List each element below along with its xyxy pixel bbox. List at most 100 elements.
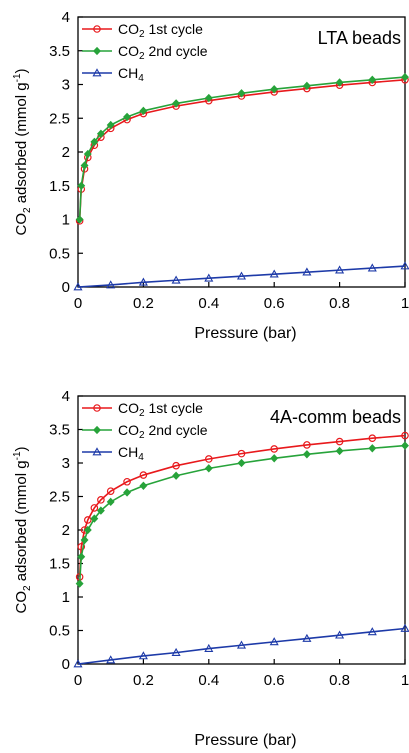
data-point xyxy=(204,273,214,282)
data-point xyxy=(75,215,84,224)
data-point xyxy=(75,579,84,588)
series-1 xyxy=(75,431,409,581)
y-tick-label: 3 xyxy=(62,77,70,94)
x-tick-label: 1 xyxy=(401,295,409,312)
data-point xyxy=(335,630,345,639)
y-tick-label: 1.5 xyxy=(49,178,70,195)
data-point xyxy=(205,455,213,463)
data-point xyxy=(123,112,132,122)
legend: CO2 1st cycle CO2 2nd cycle CH4 xyxy=(82,400,208,463)
series-line xyxy=(78,76,406,220)
data-point xyxy=(106,497,115,507)
x-tick-label: 0 xyxy=(74,672,82,689)
data-point xyxy=(270,454,279,463)
series-line xyxy=(78,78,406,221)
data-point xyxy=(83,525,92,535)
legend-marker xyxy=(93,404,101,412)
data-point xyxy=(367,263,377,272)
x-tick-label: 0.4 xyxy=(198,295,219,312)
chart-annotation: 4A-comm beads xyxy=(270,407,401,427)
x-tick-label: 0.2 xyxy=(133,672,154,689)
data-point xyxy=(171,647,181,656)
y-tick-label: 2 xyxy=(62,522,70,539)
data-point xyxy=(367,627,377,636)
x-tick-label: 0.4 xyxy=(198,672,219,689)
series-1 xyxy=(75,75,409,225)
data-point xyxy=(106,120,115,130)
y-tick-label: 2.5 xyxy=(49,110,70,127)
data-point xyxy=(138,277,148,286)
data-point xyxy=(269,637,279,646)
data-point xyxy=(335,446,344,456)
data-point xyxy=(171,275,181,284)
series-2 xyxy=(75,441,409,588)
y-tick-label: 0.5 xyxy=(49,245,70,262)
series-line xyxy=(77,627,406,665)
y-tick-label: 2.5 xyxy=(49,489,70,506)
data-point xyxy=(335,78,344,87)
data-point xyxy=(335,437,344,446)
data-point xyxy=(401,431,409,440)
data-point xyxy=(90,514,99,523)
y-tick-label: 0 xyxy=(62,279,70,296)
data-point xyxy=(237,89,246,98)
legend-label: CO2 2nd cycle xyxy=(118,422,208,441)
data-point xyxy=(368,75,377,84)
chart-2: 0 0.5 1 1.5 2 2.5 3 3.5 4 0 0.2 0.4 0.6 0.8 1 Pressure … xyxy=(12,388,409,749)
data-point xyxy=(302,81,311,91)
x-tick-label: 0.6 xyxy=(264,295,285,312)
series-3 xyxy=(73,623,409,668)
y-tick-label: 0.5 xyxy=(49,623,70,640)
data-point xyxy=(172,471,181,480)
data-point xyxy=(84,516,92,524)
legend-marker xyxy=(93,425,101,435)
legend: CO2 1st cycle CO2 2nd cycle CH4 xyxy=(82,21,208,84)
x-tick-label: 0.6 xyxy=(264,672,285,689)
data-point xyxy=(90,137,99,147)
data-point xyxy=(401,441,409,450)
chart-annotation: LTA beads xyxy=(318,28,401,48)
data-point xyxy=(237,458,246,468)
data-point xyxy=(77,552,86,561)
data-point xyxy=(106,655,116,664)
x-tick-label: 0.8 xyxy=(329,672,350,689)
data-point xyxy=(139,106,148,116)
data-point xyxy=(400,623,409,632)
data-point xyxy=(172,461,180,470)
legend-label: CO2 1st cycle xyxy=(118,21,203,40)
chart-1: 0 0.5 1 1.5 2 2.5 3 3.5 4 0 0.2 0.4 0.6 0.8 1 Pressure … xyxy=(12,9,409,342)
data-point xyxy=(83,149,92,159)
data-point xyxy=(302,267,312,276)
legend-marker xyxy=(92,447,102,456)
data-point xyxy=(270,85,279,94)
data-point xyxy=(172,99,181,108)
legend-label: CH4 xyxy=(118,65,144,84)
data-point xyxy=(303,441,311,449)
data-point xyxy=(400,261,409,270)
y-axis-label: CO2 adsorbed (mmol g-1) xyxy=(12,68,33,235)
data-point xyxy=(90,504,99,512)
legend-marker xyxy=(93,46,101,56)
data-point xyxy=(302,450,311,459)
data-point xyxy=(138,651,148,660)
data-point xyxy=(335,265,345,274)
y-tick-label: 3.5 xyxy=(49,43,70,60)
legend-label: CH4 xyxy=(118,444,144,463)
data-point xyxy=(204,464,213,473)
x-tick-label: 0 xyxy=(74,295,82,312)
data-point xyxy=(368,444,377,453)
data-point xyxy=(139,481,148,490)
data-point xyxy=(204,643,214,652)
y-tick-label: 3.5 xyxy=(49,422,70,439)
legend-label: CO2 1st cycle xyxy=(118,400,203,419)
data-point xyxy=(123,488,132,497)
series-3 xyxy=(73,261,409,291)
series-2 xyxy=(75,72,409,224)
x-axis-label: Pressure (bar) xyxy=(194,732,296,749)
data-point xyxy=(73,659,83,668)
data-point xyxy=(368,434,377,443)
data-point xyxy=(96,129,105,138)
data-point xyxy=(270,445,279,453)
data-point xyxy=(236,640,247,649)
data-point xyxy=(302,633,312,642)
